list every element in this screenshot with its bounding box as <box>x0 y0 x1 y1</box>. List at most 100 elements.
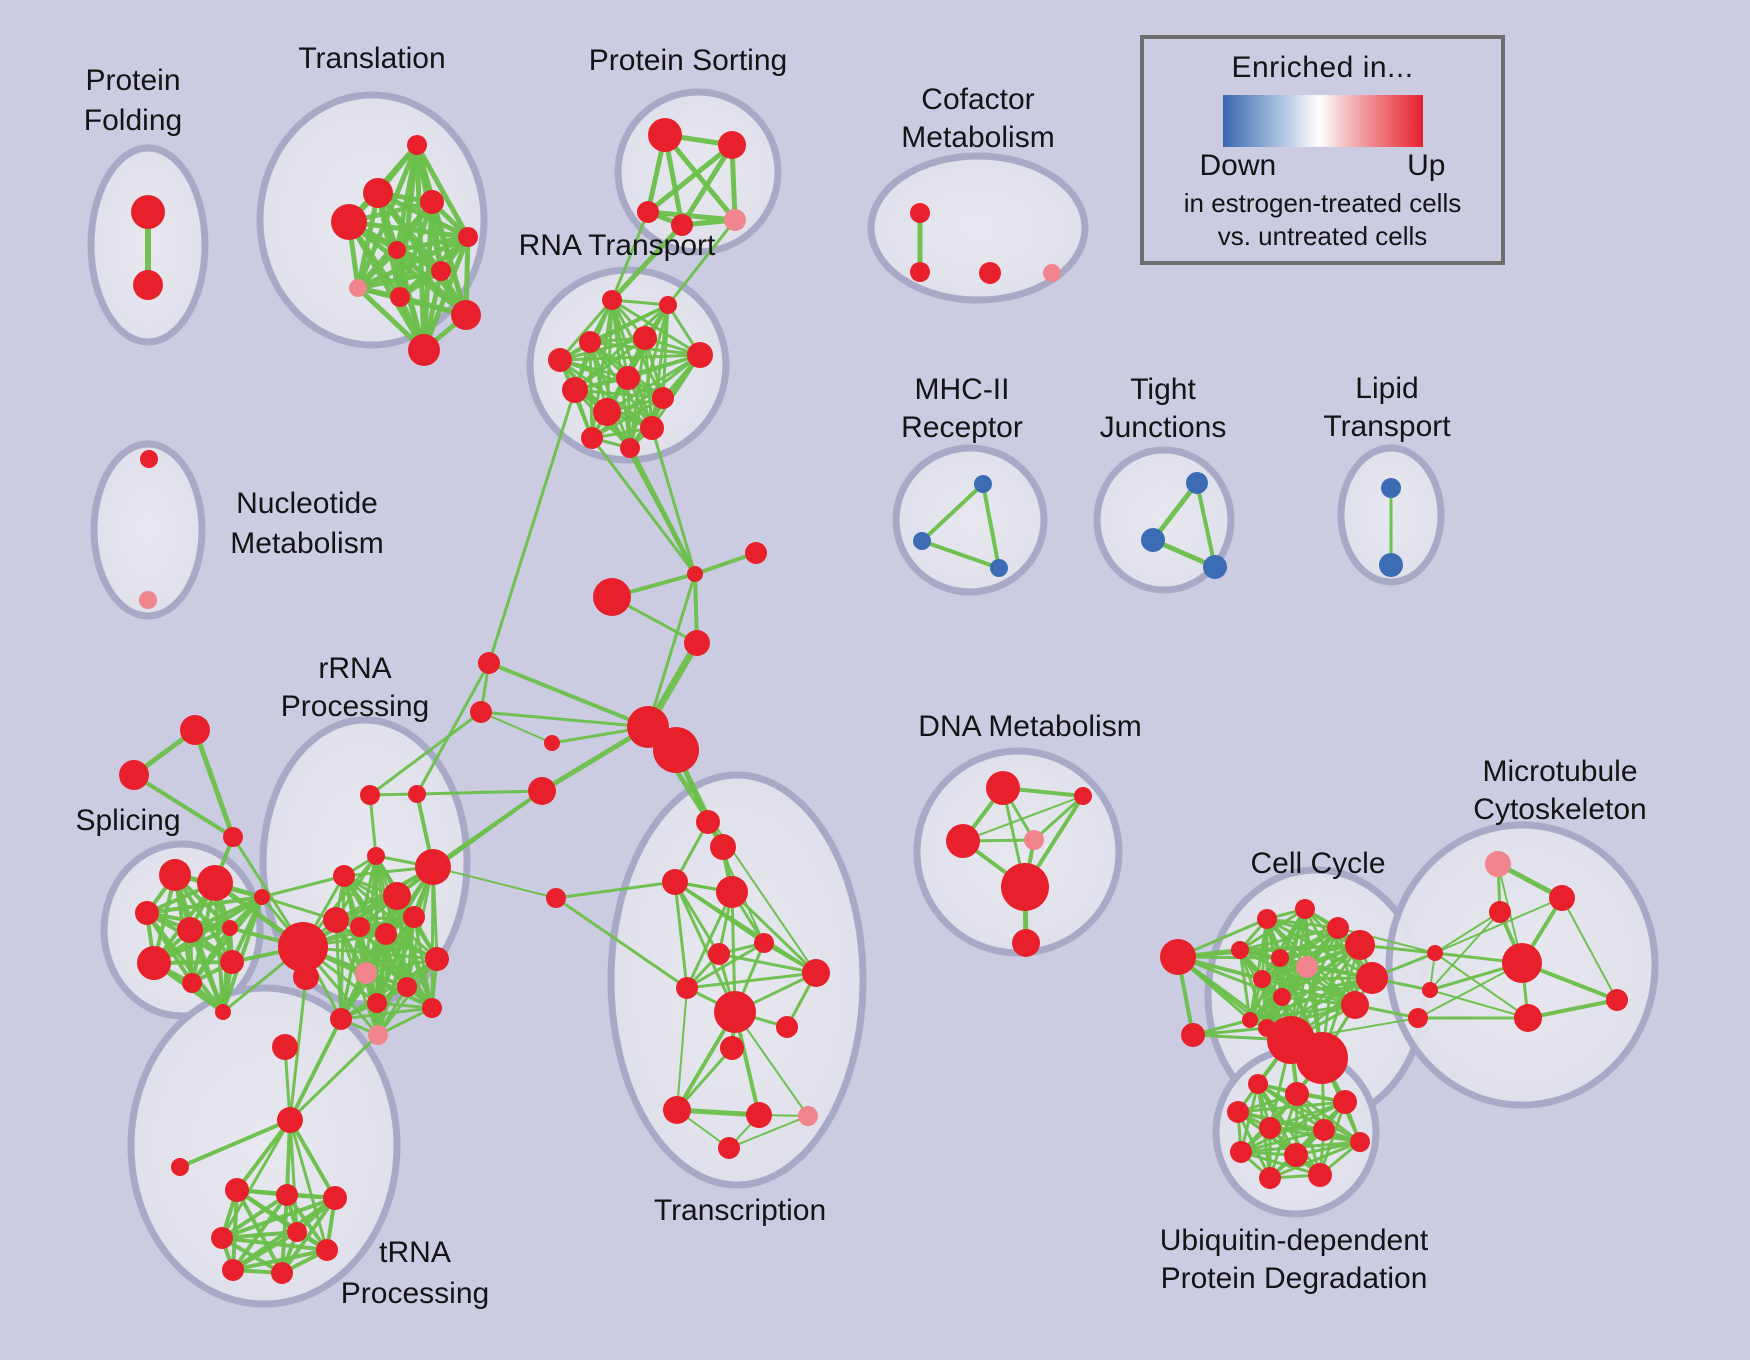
network-node <box>1485 851 1511 877</box>
cluster-rna-transport-label: RNA Transport <box>519 229 716 262</box>
network-edge <box>376 1006 434 1037</box>
cluster-cofactor-metabolism-label: Cofactor Metabolism <box>901 83 1054 154</box>
network-node <box>390 287 410 307</box>
network-edge <box>288 1118 329 1252</box>
legend-caption-line1: in estrogen-treated cells <box>1183 188 1462 218</box>
network-edge <box>368 793 378 858</box>
network-node <box>593 578 631 616</box>
network-edge <box>339 957 439 1021</box>
network-node <box>375 923 397 945</box>
network-edge <box>231 1193 289 1272</box>
network-node <box>363 178 393 208</box>
network-node <box>368 1025 388 1045</box>
network-node <box>420 190 444 214</box>
network-edge <box>235 1118 292 1192</box>
network-node <box>1502 943 1542 983</box>
network-edge <box>487 661 650 729</box>
network-node <box>133 270 163 300</box>
network-edge <box>231 1230 299 1272</box>
network-node <box>119 760 149 790</box>
network-node <box>714 991 756 1033</box>
network-node <box>458 227 478 247</box>
network-edge <box>339 915 416 1021</box>
network-node <box>1001 863 1049 911</box>
network-node <box>640 416 664 440</box>
network-node <box>388 241 406 259</box>
network-edge <box>1177 944 1361 958</box>
cluster-mhc-ii-receptor-ellipse <box>892 444 1048 596</box>
network-node <box>633 326 657 350</box>
network-edge <box>1434 897 1563 954</box>
network-edge <box>487 388 577 665</box>
network-node <box>1242 1012 1258 1028</box>
network-edge <box>414 142 471 240</box>
network-node <box>1296 1032 1348 1084</box>
network-edge <box>734 1011 809 1117</box>
network-node <box>408 334 440 366</box>
network-node <box>776 1016 798 1038</box>
network-node <box>687 342 713 368</box>
network-node <box>946 824 980 858</box>
network-edge <box>1239 1150 1322 1177</box>
network-node <box>1024 830 1044 850</box>
network-edge <box>288 1118 299 1234</box>
network-edge <box>220 1118 292 1240</box>
network-node <box>745 542 767 564</box>
network-node <box>1231 941 1249 959</box>
network-node <box>407 135 427 155</box>
network-edge <box>1248 976 1374 1022</box>
network-node <box>425 947 449 971</box>
legend-down-label: Down <box>1199 149 1277 182</box>
network-node <box>367 847 385 865</box>
network-node <box>1257 909 1277 929</box>
network-edge <box>1265 943 1362 1030</box>
network-edge <box>609 222 685 303</box>
network-edge <box>1434 952 1529 1019</box>
network-node <box>637 201 659 223</box>
network-edge <box>673 880 689 990</box>
network-node <box>278 922 328 972</box>
network-edge <box>981 482 1001 570</box>
network-edge <box>479 710 650 729</box>
network-node <box>562 377 588 403</box>
network-edge <box>339 925 362 1021</box>
cluster-protein-sorting-label: Protein Sorting <box>589 44 787 77</box>
network-edge <box>1260 976 1374 981</box>
network-edge <box>920 539 1001 570</box>
network-edge <box>728 1115 809 1149</box>
network-node <box>1408 1008 1428 1028</box>
network-node <box>910 262 930 282</box>
network-edge <box>558 298 614 362</box>
network-edge <box>645 142 735 215</box>
network-node <box>696 810 720 834</box>
network-node <box>671 214 693 236</box>
network-node <box>323 907 349 933</box>
network-node <box>1296 956 1318 978</box>
network-edge <box>384 932 434 1010</box>
cluster-lipid-transport-label: Lipid Transport <box>1323 372 1451 443</box>
network-node <box>403 906 425 928</box>
network-node <box>1186 472 1208 494</box>
legend-caption: in estrogen-treated cells vs. untreated … <box>1144 187 1501 253</box>
network-edge <box>606 411 696 575</box>
network-node <box>708 943 730 965</box>
cluster-trna-processing-ellipse <box>127 984 401 1308</box>
network-node <box>177 917 203 943</box>
cluster-dna-metabolism-label: DNA Metabolism <box>918 710 1141 743</box>
network-node <box>293 964 319 990</box>
network-node <box>1273 988 1291 1006</box>
network-edge <box>355 190 381 291</box>
network-edge <box>673 880 721 956</box>
network-edge <box>220 1196 337 1240</box>
network-node <box>383 882 411 910</box>
network-edge <box>1150 480 1200 543</box>
network-edge <box>1434 911 1501 954</box>
network-node <box>215 1004 231 1020</box>
network-node <box>360 785 380 805</box>
network-edge <box>339 1006 434 1021</box>
network-node <box>135 901 159 925</box>
network-node <box>913 532 931 550</box>
network-node <box>1350 1132 1370 1152</box>
network-node <box>663 1096 691 1124</box>
